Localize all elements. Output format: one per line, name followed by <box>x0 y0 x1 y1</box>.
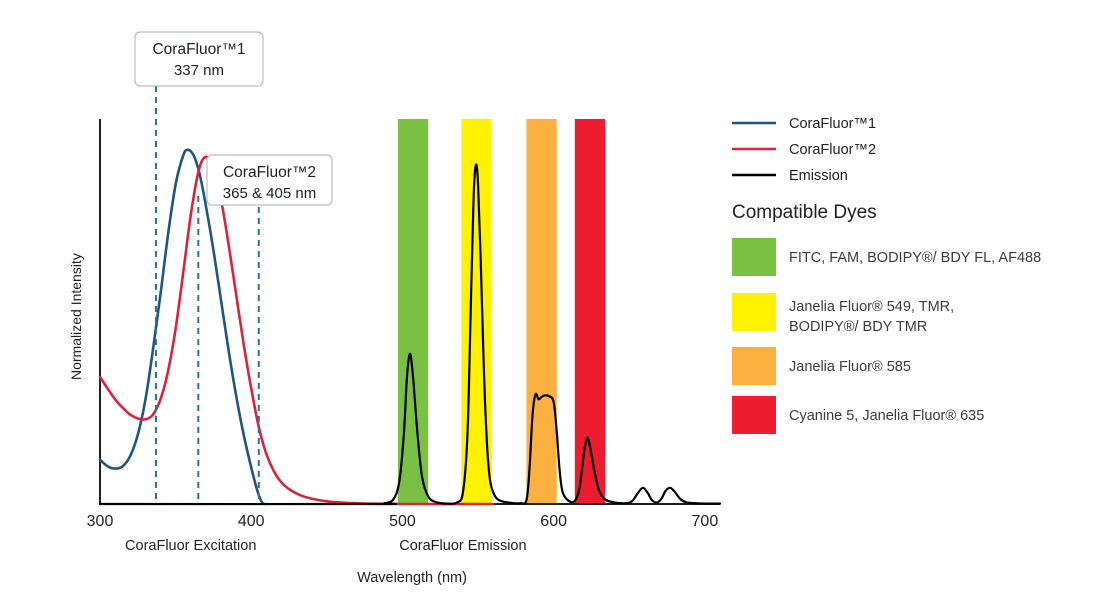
legend-item-label: Emission <box>789 168 848 184</box>
curve-emission <box>98 163 722 506</box>
dye-color-swatch <box>732 293 776 331</box>
callout-1: CoraFluor™1 337 nm <box>134 31 264 87</box>
region-label-2: CoraFluor Emission <box>399 538 526 554</box>
callout-title: CoraFluor™1 <box>152 41 245 58</box>
red-band <box>574 119 606 504</box>
region-label-1: CoraFluor Excitation <box>125 538 256 554</box>
dye-color-swatch <box>732 347 776 385</box>
callout-box <box>134 31 264 87</box>
dye-color-swatch <box>732 396 776 434</box>
dye-item-3: Janelia Fluor® 585 <box>732 347 911 385</box>
legend-item-label: CoraFluor™2 <box>789 142 876 158</box>
x-tick-500: 500 <box>389 513 416 530</box>
dye-color-swatch <box>732 238 776 276</box>
excitation-guide-lines <box>154 86 260 504</box>
legend-item-2: CoraFluor™2 <box>732 142 876 158</box>
dye-item-4: Cyanine 5, Janelia Fluor® 635 <box>732 396 984 434</box>
x-axis-tick-labels: 300 400 500 600 700 <box>87 513 719 530</box>
callout-title: CoraFluor™2 <box>223 164 316 181</box>
x-tick-300: 300 <box>87 513 114 530</box>
x-axis-title: Wavelength (nm) <box>357 570 467 586</box>
x-tick-600: 600 <box>540 513 567 530</box>
legend-item-3: Emission <box>732 168 848 184</box>
legend-item-label: CoraFluor™1 <box>789 116 876 132</box>
y-axis-title: Normalized Intensity <box>68 253 84 380</box>
x-tick-400: 400 <box>238 513 265 530</box>
dye-label-line1: FITC, FAM, BODIPY®/ BDY FL, AF488 <box>789 250 1041 266</box>
dye-label-line1: Janelia Fluor® 549, TMR, <box>789 299 954 315</box>
dye-label-line1: Janelia Fluor® 585 <box>789 359 911 375</box>
compatible-dyes-legend: FITC, FAM, BODIPY®/ BDY FL, AF488 Janelia… <box>732 238 1041 434</box>
callout-box <box>206 154 333 206</box>
dye-label-line2: BODIPY®/ BDY TMR <box>789 319 927 335</box>
excitation-callouts: CoraFluor™1 337 nm CoraFluor™2 365 & 405 nm <box>134 31 333 206</box>
x-axis-region-labels: CoraFluor Excitation CoraFluor Emission <box>125 538 527 554</box>
curve-corafluor1 <box>98 148 267 506</box>
legend-item-1: CoraFluor™1 <box>732 116 876 132</box>
compatible-dyes-heading: Compatible Dyes <box>732 202 877 223</box>
callout-value: 365 & 405 nm <box>223 185 316 202</box>
callout-2: CoraFluor™2 365 & 405 nm <box>206 154 333 206</box>
dye-label-line1: Cyanine 5, Janelia Fluor® 635 <box>789 408 984 424</box>
x-tick-700: 700 <box>692 513 719 530</box>
callout-value: 337 nm <box>174 62 224 79</box>
series-legend: CoraFluor™1 CoraFluor™2 Emission <box>732 116 876 184</box>
dye-item-2: Janelia Fluor® 549, TMR, BODIPY®/ BDY TMR <box>732 293 954 335</box>
dye-item-1: FITC, FAM, BODIPY®/ BDY FL, AF488 <box>732 238 1041 276</box>
dye-bands-group <box>397 119 606 504</box>
